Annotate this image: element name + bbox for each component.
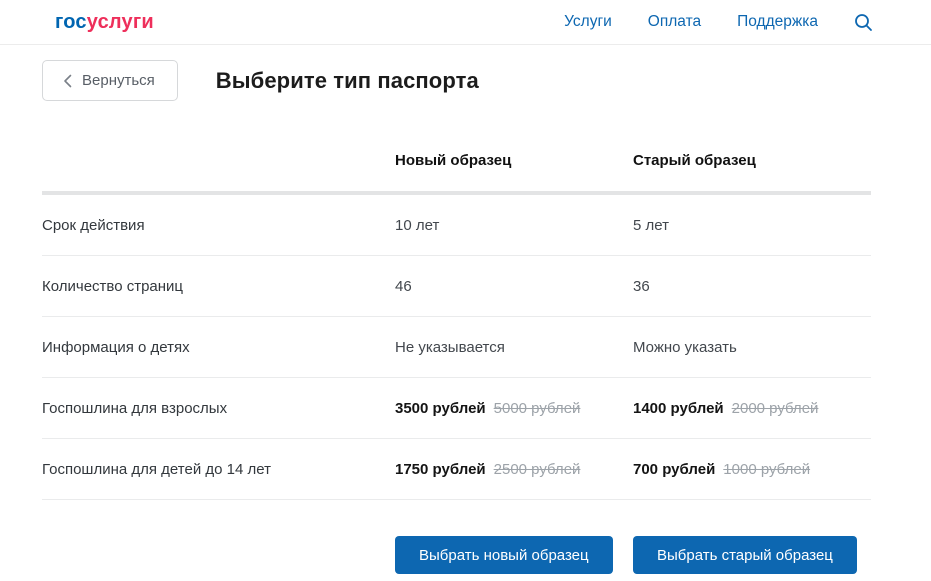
row-value-old: 1400 рублей 2000 рублей [633, 399, 819, 417]
header-divider [42, 191, 871, 195]
back-button-label: Вернуться [82, 72, 155, 89]
row-value-new: 46 [395, 277, 412, 295]
row-value-new: 10 лет [395, 216, 440, 234]
row-label: Госпошлина для детей до 14 лет [42, 460, 271, 478]
row-label: Информация о детях [42, 338, 190, 356]
row-label: Количество страниц [42, 277, 184, 295]
row-value-new: 3500 рублей 5000 рублей [395, 399, 581, 417]
old-price-strikethrough: 2000 рублей [731, 399, 819, 417]
search-icon [854, 13, 873, 32]
page-title: Выберите тип паспорта [215, 67, 479, 93]
row-value-new: 1750 рублей 2500 рублей [395, 460, 581, 478]
table-row: Информация о детях Не указывается Можно … [42, 317, 871, 378]
table-row: Количество страниц 46 36 [42, 256, 871, 317]
row-value-old: 36 [633, 277, 650, 295]
chevron-left-icon [63, 74, 72, 88]
passport-comparison-table: Новый образец Старый образец Срок действ… [42, 129, 871, 574]
column-header-new: Новый образец [395, 151, 512, 169]
page-header-row: Вернуться Выберите тип паспорта [42, 60, 931, 101]
choose-new-passport-button[interactable]: Выбрать новый образец [395, 536, 613, 574]
old-price-strikethrough: 5000 рублей [493, 399, 581, 417]
logo-part-pink: услуги [86, 10, 154, 33]
table-header-row: Новый образец Старый образец [42, 129, 871, 191]
choose-old-passport-button[interactable]: Выбрать старый образец [633, 536, 857, 574]
nav-payment[interactable]: Оплата [647, 13, 702, 30]
nav-services[interactable]: Услуги [564, 13, 612, 30]
old-price-strikethrough: 1000 рублей [723, 460, 811, 478]
nav-support[interactable]: Поддержка [737, 13, 818, 30]
row-value-old: 700 рублей 1000 рублей [633, 460, 811, 478]
table-row: Госпошлина для взрослых 3500 рублей 5000 … [42, 378, 871, 439]
gosuslugi-logo[interactable]: госуслуги [55, 11, 154, 34]
back-button[interactable]: Вернуться [42, 60, 178, 101]
logo-part-blue: гос [55, 10, 87, 33]
table-row: Срок действия 10 лет 5 лет [42, 195, 871, 256]
search-button[interactable] [854, 13, 873, 32]
row-label: Срок действия [42, 216, 145, 234]
row-value-new: Не указывается [395, 338, 505, 356]
old-price-strikethrough: 2500 рублей [493, 460, 581, 478]
row-value-old: 5 лет [633, 216, 669, 234]
table-actions-row: Выбрать новый образец Выбрать старый обр… [42, 536, 871, 574]
row-value-old: Можно указать [633, 338, 737, 356]
table-row: Госпошлина для детей до 14 лет 1750 рубл… [42, 439, 871, 500]
app-header: госуслуги Услуги Оплата Поддержка [0, 0, 931, 45]
column-header-old: Старый образец [633, 151, 756, 169]
row-label: Госпошлина для взрослых [42, 399, 228, 417]
main-nav: Услуги Оплата Поддержка [564, 13, 873, 32]
